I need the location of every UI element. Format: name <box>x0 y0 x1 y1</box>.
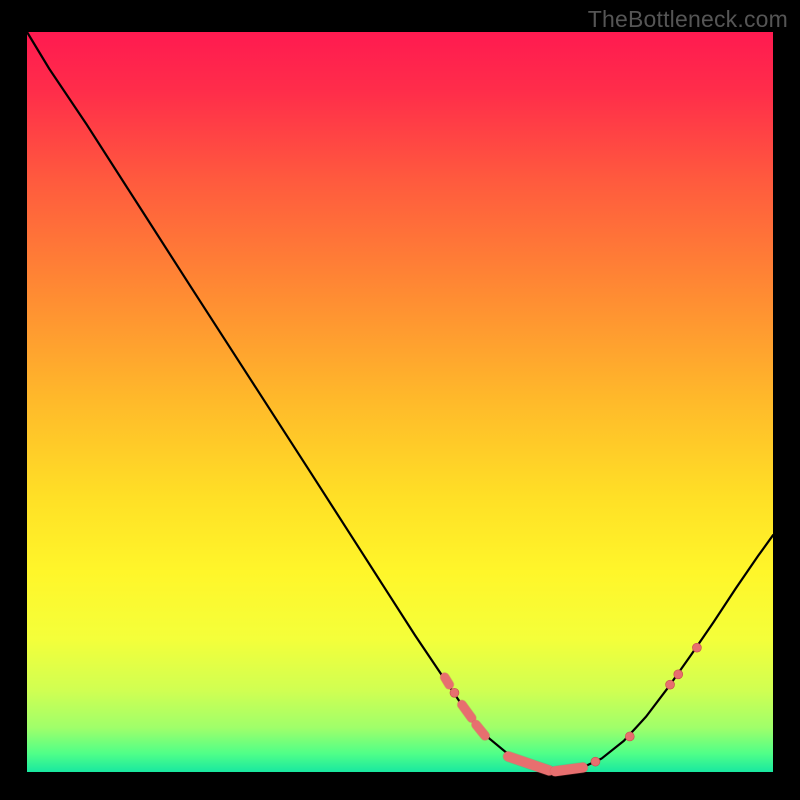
plot-area <box>27 32 773 772</box>
data-marker <box>666 680 675 689</box>
data-marker-capsule <box>555 768 583 772</box>
watermark-text: TheBottleneck.com <box>588 6 788 33</box>
chart-container: TheBottleneck.com <box>0 0 800 800</box>
marker-layer <box>445 643 702 771</box>
data-marker-capsule <box>508 756 549 770</box>
curve-overlay <box>27 32 773 772</box>
data-marker <box>591 757 600 766</box>
bottleneck-curve <box>27 32 773 772</box>
data-marker <box>692 643 701 652</box>
data-marker <box>625 732 634 741</box>
data-marker <box>450 688 459 697</box>
data-marker-capsule <box>462 705 472 718</box>
data-marker <box>674 670 683 679</box>
data-marker-capsule <box>445 677 449 684</box>
